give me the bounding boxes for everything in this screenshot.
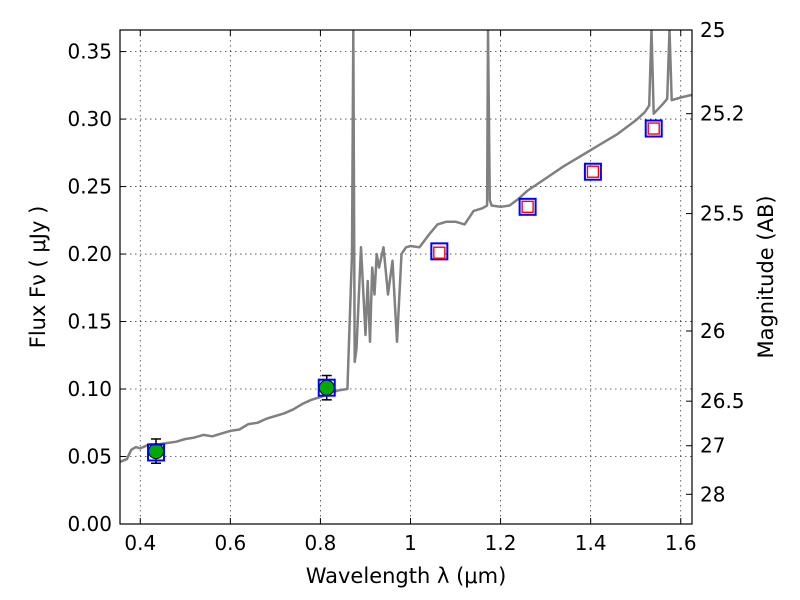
x-tick-label: 0.4 xyxy=(124,531,156,555)
x-tick-label: 1.2 xyxy=(485,531,517,555)
series-layer xyxy=(120,30,692,464)
x-tick-label: 0.8 xyxy=(305,531,337,555)
y-tick-label: 0.15 xyxy=(67,310,112,334)
x-tick-label: 1.6 xyxy=(665,531,697,555)
y-tick-label: 0.20 xyxy=(67,242,112,266)
y-tick-label: 0.05 xyxy=(67,445,112,469)
y-tick-label: 0.00 xyxy=(67,512,112,536)
y2-tick-label: 25.5 xyxy=(700,202,745,226)
model-point xyxy=(583,162,602,181)
marker-layer xyxy=(147,119,663,465)
upper-limit-point xyxy=(433,246,446,259)
y-axis-title: Flux Fν ( μJy ) xyxy=(26,206,50,349)
spectrum-line xyxy=(120,30,692,464)
model-point xyxy=(147,443,166,462)
y2-axis-title: Magnitude (AB) xyxy=(754,195,778,358)
grid-layer xyxy=(120,30,692,525)
y2-tick-label: 25.2 xyxy=(700,102,745,126)
y2-tick-label: 25 xyxy=(700,18,725,42)
tick-layer: 0.4 0.6 0.8 1 1.2 1.4 1.6 0.00 0.05 0.10 0.15 0.20 0… xyxy=(67,18,744,555)
model-point xyxy=(430,242,449,261)
x-tick-label: 1 xyxy=(404,531,417,555)
plot-frame xyxy=(119,29,693,525)
model-point xyxy=(317,378,336,397)
x-axis-title: Wavelength λ (μm) xyxy=(306,564,507,588)
upper-limit-point xyxy=(586,165,600,178)
y2-tick-label: 26 xyxy=(700,319,725,343)
model-point xyxy=(644,119,663,138)
y-tick-label: 0.35 xyxy=(67,40,112,64)
x-tick-label: 0.6 xyxy=(214,531,246,555)
model-point xyxy=(518,197,537,216)
y-tick-label: 0.10 xyxy=(67,377,112,401)
observed-point xyxy=(148,443,165,460)
y-tick-label: 0.30 xyxy=(67,107,112,131)
upper-limit-point xyxy=(647,122,660,135)
observed-point xyxy=(318,379,335,396)
y-tick-label: 0.25 xyxy=(67,175,112,199)
y2-tick-label: 27 xyxy=(700,434,725,458)
y2-tick-label: 26.5 xyxy=(700,389,745,413)
y2-tick-label: 28 xyxy=(700,482,725,506)
upper-limit-point xyxy=(521,200,534,214)
x-tick-label: 1.4 xyxy=(575,531,607,555)
